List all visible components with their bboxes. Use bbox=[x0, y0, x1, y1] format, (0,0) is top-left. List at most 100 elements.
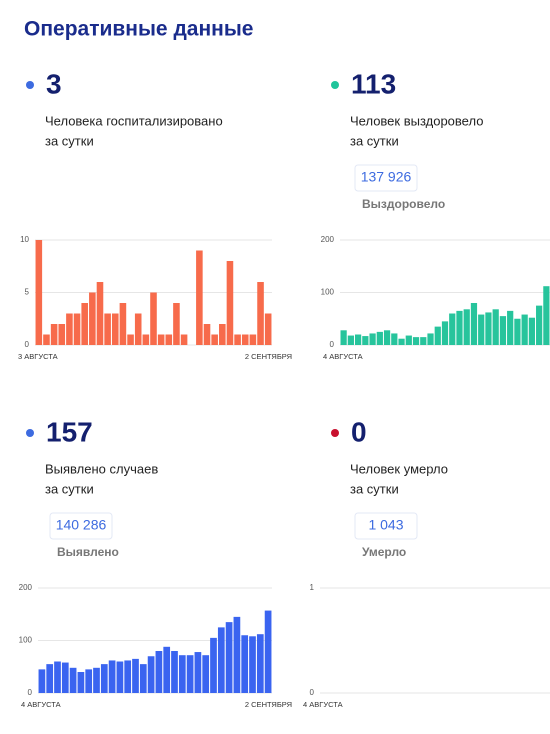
bar bbox=[132, 658, 139, 693]
bar bbox=[420, 337, 427, 345]
bar bbox=[241, 334, 249, 345]
bar bbox=[194, 652, 202, 693]
y-tick-label: 0 bbox=[330, 340, 335, 349]
bar bbox=[203, 324, 211, 345]
bar bbox=[50, 324, 58, 345]
card-label: за сутки bbox=[45, 133, 94, 148]
status-dot bbox=[26, 81, 34, 89]
total-label: Выздоровело bbox=[362, 197, 445, 211]
total-box bbox=[49, 512, 113, 540]
x-tick-label: 4 АВГУСТА bbox=[303, 700, 343, 709]
bar bbox=[46, 664, 54, 693]
y-tick-label: 100 bbox=[19, 636, 33, 645]
bar bbox=[347, 335, 354, 345]
y-tick-label: 100 bbox=[321, 288, 335, 297]
bar bbox=[210, 637, 217, 693]
bar bbox=[234, 334, 241, 345]
bar bbox=[111, 313, 119, 345]
status-dot bbox=[26, 429, 34, 437]
bar bbox=[147, 656, 155, 693]
card-label: Человек умерло bbox=[350, 461, 448, 476]
bar bbox=[61, 662, 69, 693]
card-total: 1 043 bbox=[368, 517, 403, 533]
y-tick-label: 5 bbox=[25, 288, 30, 297]
bar bbox=[186, 655, 194, 693]
card-total: 137 926 bbox=[361, 169, 412, 185]
status-dot bbox=[331, 81, 339, 89]
bar bbox=[226, 261, 234, 345]
bar bbox=[108, 660, 116, 693]
bar bbox=[536, 305, 543, 345]
bar bbox=[485, 312, 492, 345]
y-tick-label: 0 bbox=[28, 688, 33, 697]
bar bbox=[142, 334, 150, 345]
bar bbox=[441, 321, 449, 345]
y-tick-label: 200 bbox=[321, 235, 335, 244]
total-label: Выявлено bbox=[57, 545, 119, 559]
bar bbox=[249, 636, 256, 693]
bar bbox=[507, 310, 514, 345]
total-box bbox=[354, 164, 418, 192]
bar bbox=[196, 250, 203, 345]
bar bbox=[340, 330, 347, 345]
bar bbox=[521, 314, 528, 345]
y-tick-label: 0 bbox=[25, 340, 30, 349]
bar bbox=[81, 303, 88, 345]
bar bbox=[202, 655, 210, 693]
card-label: Человек выздоровело bbox=[350, 113, 483, 128]
bar bbox=[405, 335, 412, 345]
bar bbox=[93, 667, 100, 693]
bar bbox=[241, 635, 249, 693]
bar bbox=[116, 661, 124, 693]
x-tick-label: 3 АВГУСТА bbox=[18, 352, 58, 361]
bar bbox=[171, 651, 178, 693]
bar bbox=[100, 664, 108, 693]
bar bbox=[427, 333, 434, 345]
bar bbox=[449, 313, 456, 345]
bar bbox=[478, 314, 485, 345]
y-tick-label: 1 bbox=[310, 583, 315, 592]
bar bbox=[233, 616, 241, 693]
bar bbox=[391, 333, 398, 345]
bar bbox=[398, 338, 405, 345]
y-tick-label: 0 bbox=[310, 688, 315, 697]
status-dot bbox=[331, 429, 339, 437]
bar bbox=[514, 318, 521, 345]
bar bbox=[69, 667, 77, 693]
bar bbox=[66, 313, 73, 345]
bar bbox=[264, 610, 272, 693]
bar bbox=[492, 309, 499, 345]
total-box bbox=[354, 512, 418, 540]
bar bbox=[499, 316, 507, 345]
bar bbox=[456, 310, 463, 345]
card-label: за сутки bbox=[350, 481, 399, 496]
card-label: Выявлено случаев bbox=[45, 461, 158, 476]
bar bbox=[139, 664, 147, 693]
card-label: Человека госпитализировано bbox=[45, 113, 223, 128]
card-total: 140 286 bbox=[56, 517, 107, 533]
bar bbox=[264, 313, 272, 345]
bar bbox=[58, 324, 66, 345]
bar bbox=[256, 634, 264, 693]
bar bbox=[354, 334, 362, 345]
bar bbox=[463, 309, 470, 345]
bar bbox=[43, 334, 50, 345]
card-label: за сутки bbox=[45, 481, 94, 496]
bar bbox=[257, 282, 264, 345]
card-value: 113 bbox=[351, 68, 396, 99]
bar bbox=[77, 672, 85, 693]
bar bbox=[155, 651, 163, 693]
bar bbox=[163, 646, 171, 693]
bar bbox=[54, 661, 61, 693]
x-tick-label: 2 СЕНТЯБРЯ bbox=[245, 352, 292, 361]
bar bbox=[104, 313, 111, 345]
bar bbox=[96, 282, 104, 345]
y-tick-label: 200 bbox=[19, 583, 33, 592]
page-title: Оперативные данные bbox=[24, 18, 253, 41]
bar bbox=[38, 669, 46, 693]
bar bbox=[165, 334, 173, 345]
bar bbox=[470, 303, 478, 345]
card-value: 3 bbox=[46, 68, 62, 99]
bar bbox=[362, 336, 369, 345]
